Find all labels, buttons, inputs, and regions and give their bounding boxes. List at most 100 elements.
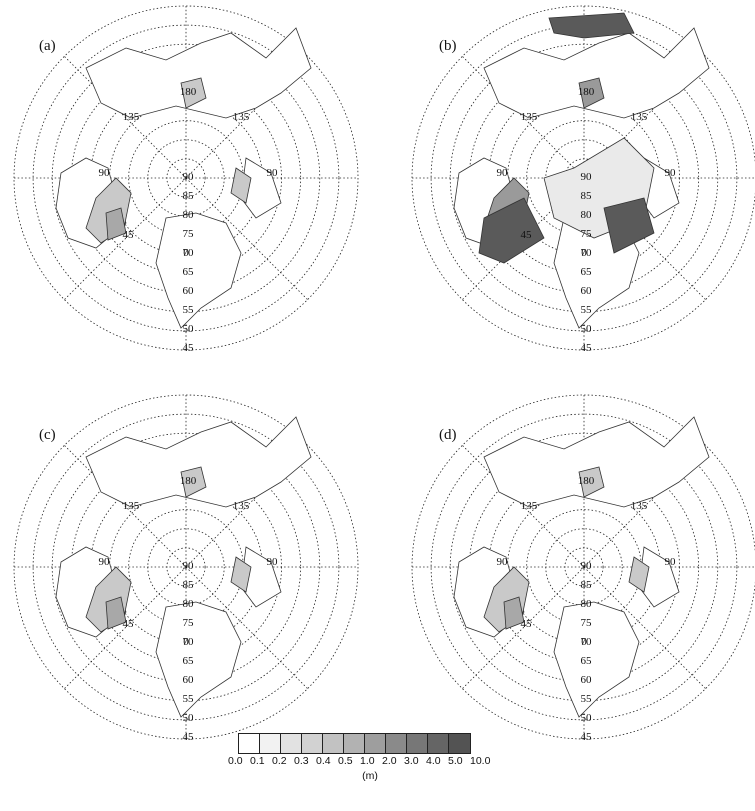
meridian-line xyxy=(462,566,585,689)
colorbar-tick-label: 0.3 xyxy=(294,755,309,767)
land-north xyxy=(85,27,312,119)
meridian-line xyxy=(462,56,585,179)
colorbar-swatch xyxy=(449,734,470,753)
lon-label-180: 180 xyxy=(578,86,595,98)
ice-region xyxy=(180,466,207,498)
colorbar-tick-label: 0.4 xyxy=(316,755,331,767)
lat-label: 45 xyxy=(581,731,593,743)
ice-region xyxy=(230,556,252,593)
lat-label: 90 xyxy=(183,560,195,572)
lat-label: 70 xyxy=(581,247,593,259)
panel-label: (c) xyxy=(39,427,56,443)
meridian-line xyxy=(462,445,585,568)
ice-region xyxy=(578,466,605,498)
lon-label-90: 90 xyxy=(267,556,279,568)
lon-label-90: 90 xyxy=(99,167,111,179)
lon-label-45: 45 xyxy=(521,229,533,241)
lat-label: 55 xyxy=(183,304,195,316)
lat-label: 65 xyxy=(581,266,593,278)
colorbar-tick-label: 0.0 xyxy=(228,755,243,767)
lat-label: 75 xyxy=(581,228,593,240)
ice-region xyxy=(603,197,655,254)
latitude-circle xyxy=(13,394,359,740)
colorbar-swatch xyxy=(239,734,260,753)
meridian-line xyxy=(185,56,308,179)
lat-label: 85 xyxy=(183,190,195,202)
lon-label-90: 90 xyxy=(99,556,111,568)
colorbar-swatch xyxy=(365,734,386,753)
meridian-line xyxy=(64,56,187,179)
lat-label: 85 xyxy=(581,579,593,591)
lat-label: 50 xyxy=(183,323,195,335)
lat-label: 90 xyxy=(183,171,195,183)
lon-label-0: 0 xyxy=(581,247,587,259)
lat-label: 45 xyxy=(183,342,195,354)
lat-label: 55 xyxy=(581,304,593,316)
lon-label-90: 90 xyxy=(497,167,509,179)
lon-label-0: 0 xyxy=(581,636,587,648)
meridian-line xyxy=(64,177,187,300)
meridian-line xyxy=(185,445,308,568)
lat-label: 50 xyxy=(183,712,195,724)
lat-label: 80 xyxy=(581,209,593,221)
ice-region xyxy=(503,596,525,630)
meridian-line xyxy=(64,566,187,689)
colorbar-tick-label: 1.0 xyxy=(360,755,375,767)
lat-label: 90 xyxy=(581,560,593,572)
latitude-circle xyxy=(430,24,738,332)
ice-region xyxy=(478,197,545,264)
lon-label-0: 0 xyxy=(183,247,189,259)
colorbar-tick-label: 5.0 xyxy=(448,755,463,767)
latitude-circle xyxy=(430,413,738,721)
lon-label-180: 180 xyxy=(180,86,197,98)
lat-label: 80 xyxy=(183,598,195,610)
colorbar-tick-label: 10.0 xyxy=(470,755,491,767)
meridian-line xyxy=(185,566,308,689)
map-panel-1: 180 135 135 90 90 45 0 90 85 80 75 70 65 60 55 50 45 (a) xyxy=(13,5,359,354)
map-panel-3: 180 135 135 90 90 45 0 90 85 80 75 70 65 60 55 50 45 (c) xyxy=(13,394,359,743)
meridian-line xyxy=(185,177,308,300)
ice-region xyxy=(180,77,207,109)
colorbar-tick-label: 4.0 xyxy=(426,755,441,767)
lon-label-90: 90 xyxy=(665,556,677,568)
colorbar-tick-labels: 0.0 0.1 0.2 0.3 0.4 0.5 1.0 2.0 3.0 4.0 5.0 10.0 xyxy=(226,755,516,771)
lon-label-135: 135 xyxy=(631,500,648,512)
lat-label: 60 xyxy=(581,674,593,686)
lon-label-135: 135 xyxy=(123,500,140,512)
lon-label-135: 135 xyxy=(233,111,250,123)
lat-label: 60 xyxy=(581,285,593,297)
lat-label: 80 xyxy=(581,598,593,610)
lat-label: 85 xyxy=(581,190,593,202)
lon-label-135: 135 xyxy=(521,111,538,123)
colorbar-swatch xyxy=(260,734,281,753)
lat-label: 70 xyxy=(183,636,195,648)
lon-label-90: 90 xyxy=(665,167,677,179)
lon-label-0: 0 xyxy=(183,636,189,648)
lon-label-180: 180 xyxy=(180,475,197,487)
lat-label: 60 xyxy=(183,285,195,297)
ice-region xyxy=(578,77,605,109)
colorbar-swatches xyxy=(238,733,471,754)
colorbar: 0.0 0.1 0.2 0.3 0.4 0.5 1.0 2.0 3.0 4.0 5.0 10.0 (m… xyxy=(228,733,502,803)
meridian-line xyxy=(583,56,706,179)
panel-label: (a) xyxy=(39,38,56,54)
lat-label: 70 xyxy=(581,636,593,648)
lat-label: 45 xyxy=(183,731,195,743)
lat-label: 65 xyxy=(183,266,195,278)
colorbar-swatch xyxy=(323,734,344,753)
lat-label: 75 xyxy=(183,228,195,240)
lat-label: 90 xyxy=(581,171,593,183)
panel-label: (b) xyxy=(439,38,457,54)
lon-label-90: 90 xyxy=(267,167,279,179)
lon-label-45: 45 xyxy=(521,618,533,630)
lat-label: 55 xyxy=(183,693,195,705)
lon-label-45: 45 xyxy=(123,618,135,630)
lat-label: 55 xyxy=(581,693,593,705)
map-panel-4: 180 135 135 90 90 45 0 90 85 80 75 70 65 60 55 50 45 (d) xyxy=(411,394,755,743)
lon-label-180: 180 xyxy=(578,475,595,487)
colorbar-tick-label: 0.5 xyxy=(338,755,353,767)
meridian-line xyxy=(583,177,706,300)
map-panel-2: 180 135 135 90 90 45 0 90 85 80 75 70 65 60 55 50 45 (b) xyxy=(411,5,755,354)
